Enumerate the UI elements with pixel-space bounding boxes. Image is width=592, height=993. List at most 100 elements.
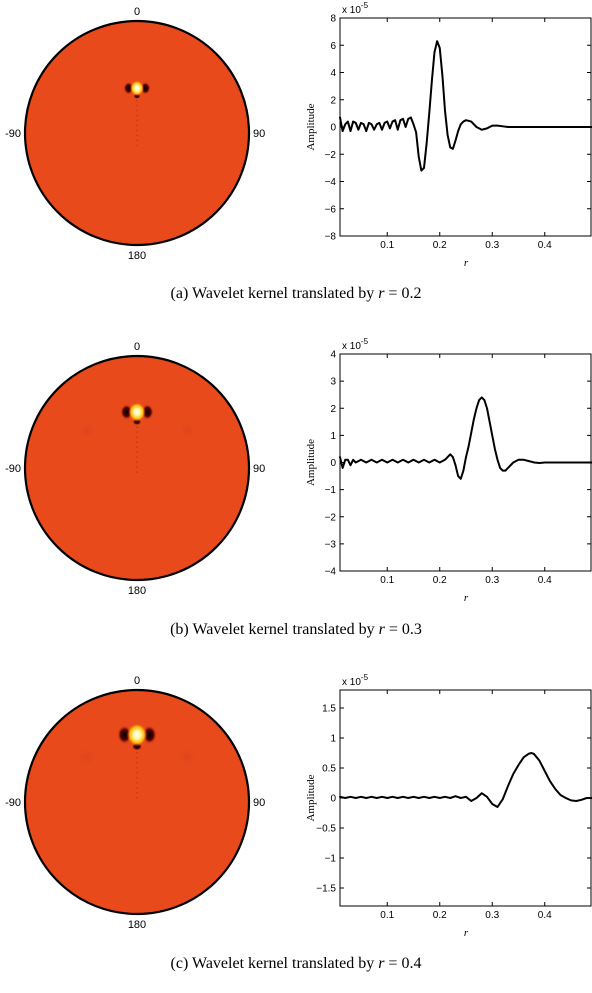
angle-label-top: 0	[134, 6, 140, 18]
scale-exponent: -5	[361, 673, 369, 682]
line-chart-b: 0.1 0.2 0.3 0.4 −4 −3 −2 −1 0 1 2 3 4 x 10-5 Amplitude…	[305, 337, 592, 604]
angle-label-top: 0	[134, 675, 140, 687]
disk-background	[23, 19, 251, 247]
y-tick-label: −4	[325, 567, 337, 578]
tail-dot	[136, 796, 138, 799]
tail-dot	[136, 771, 138, 774]
angle-label-top: 0	[134, 341, 140, 353]
y-tick-label: 4	[330, 350, 336, 361]
angle-label-right: 90	[253, 797, 265, 809]
y-tick-label: −8	[325, 232, 337, 243]
tail-dot	[136, 451, 138, 453]
y-tick-label: 3	[330, 377, 336, 388]
y-tick-label: 1	[330, 734, 336, 745]
angle-label-left: -90	[5, 797, 21, 809]
polar-disk-b: 0 -90 90 180	[5, 341, 265, 597]
x-tick-label: 0.2	[433, 240, 447, 251]
scale-base: x 10	[342, 341, 361, 352]
scale-base: x 10	[342, 677, 361, 688]
x-axis-label: r	[464, 592, 469, 604]
scale-label: x 10-5	[342, 673, 369, 688]
y-tick-label: −1.5	[316, 884, 336, 895]
scale-label: x 10-5	[342, 337, 369, 352]
x-tick-label: 0.1	[380, 240, 394, 251]
y-tick-label: 6	[330, 41, 336, 52]
y-tick-label: 0	[330, 123, 336, 134]
x-axis-label: r	[464, 257, 469, 269]
tail-dot	[136, 134, 138, 137]
x-tick-label: 0.1	[380, 575, 394, 586]
tail-dot	[136, 461, 138, 463]
tail-dot	[136, 786, 138, 789]
tail-dot	[136, 119, 138, 122]
plot-frame	[339, 689, 592, 907]
caption-c-value: = 0.4	[384, 955, 421, 972]
tail-dot	[136, 766, 138, 769]
tail-dot	[136, 441, 138, 443]
caption-b: (b) Wavelet kernel translated by r = 0.3	[170, 621, 422, 638]
faint-lobe-left	[74, 744, 100, 770]
tail-dot	[136, 466, 138, 468]
bright-core	[126, 723, 148, 747]
tail-dot	[136, 144, 138, 147]
tail-dot	[136, 436, 138, 438]
caption-b-var: r	[379, 621, 386, 638]
x-tick-label: 0.1	[380, 910, 394, 921]
tail-dot	[136, 751, 138, 754]
tail-dot	[136, 99, 138, 102]
caption-c-var: r	[378, 955, 385, 972]
series-line	[339, 40, 592, 172]
tail-dot	[136, 456, 138, 458]
y-tick-label: 1	[330, 431, 336, 442]
tail-dot	[136, 114, 138, 117]
bright-core	[129, 80, 145, 97]
scale-label: x 10-5	[342, 1, 369, 16]
x-tick-label: 0.4	[538, 575, 552, 586]
x-tick-label: 0.4	[538, 910, 552, 921]
line-chart-c: 0.1 0.2 0.3 0.4 −1.5 −1 −0.5 0 0.5 1 1.5 x 10-5 Ampl…	[305, 673, 592, 939]
tail-dot	[136, 776, 138, 779]
faint-lobe-right	[174, 744, 200, 770]
angle-label-bottom: 180	[128, 919, 146, 931]
tail-dot	[136, 104, 138, 107]
x-tick-label: 0.3	[485, 910, 499, 921]
y-tick-label: 1.5	[322, 704, 336, 715]
caption-a: (a) Wavelet kernel translated by r = 0.2	[171, 285, 422, 302]
faint-lobe-right	[176, 420, 198, 441]
y-tick-label: 2	[330, 95, 336, 106]
tail-dot	[136, 129, 138, 132]
caption-c-prefix: (c) Wavelet kernel translated by	[171, 955, 379, 972]
tail-dot	[136, 124, 138, 127]
scale-exponent: -5	[361, 337, 369, 346]
caption-b-value: = 0.3	[385, 621, 422, 638]
angle-label-left: -90	[5, 128, 21, 140]
polar-disk-a: 0 -90 90 180	[5, 6, 265, 262]
tail-dot	[136, 791, 138, 794]
y-axis-label: Amplitude	[305, 103, 317, 150]
angle-label-left: -90	[5, 463, 21, 475]
polar-disk-c: 0 -90 90 180	[5, 675, 265, 931]
angle-label-right: 90	[253, 128, 265, 140]
y-tick-label: 0.5	[322, 764, 336, 775]
tail-dot	[136, 756, 138, 759]
y-tick-label: −3	[325, 539, 337, 550]
x-tick-label: 0.3	[485, 240, 499, 251]
y-axis-label: Amplitude	[305, 439, 317, 486]
tail-dot	[136, 139, 138, 142]
scale-base: x 10	[342, 5, 361, 16]
angle-label-bottom: 180	[128, 585, 146, 597]
faint-lobe-left	[76, 420, 98, 441]
angle-label-bottom: 180	[128, 250, 146, 262]
tail-dot	[136, 781, 138, 784]
panel-c: 0 -90 90 180 0.1 0.2 0.3 0.4 −1.5 −1 −0.5 0 0.5 1 1.5…	[5, 673, 592, 972]
y-tick-label: −0.5	[316, 824, 336, 835]
y-tick-label: 8	[330, 14, 336, 25]
y-tick-label: −2	[325, 512, 337, 523]
y-tick-label: 0	[330, 794, 336, 805]
y-tick-label: 2	[330, 404, 336, 415]
y-tick-label: −1	[325, 485, 337, 496]
y-axis-label: Amplitude	[305, 774, 317, 821]
tail-dot	[136, 761, 138, 764]
tail-dot	[136, 446, 138, 448]
tail-dot	[136, 471, 138, 473]
